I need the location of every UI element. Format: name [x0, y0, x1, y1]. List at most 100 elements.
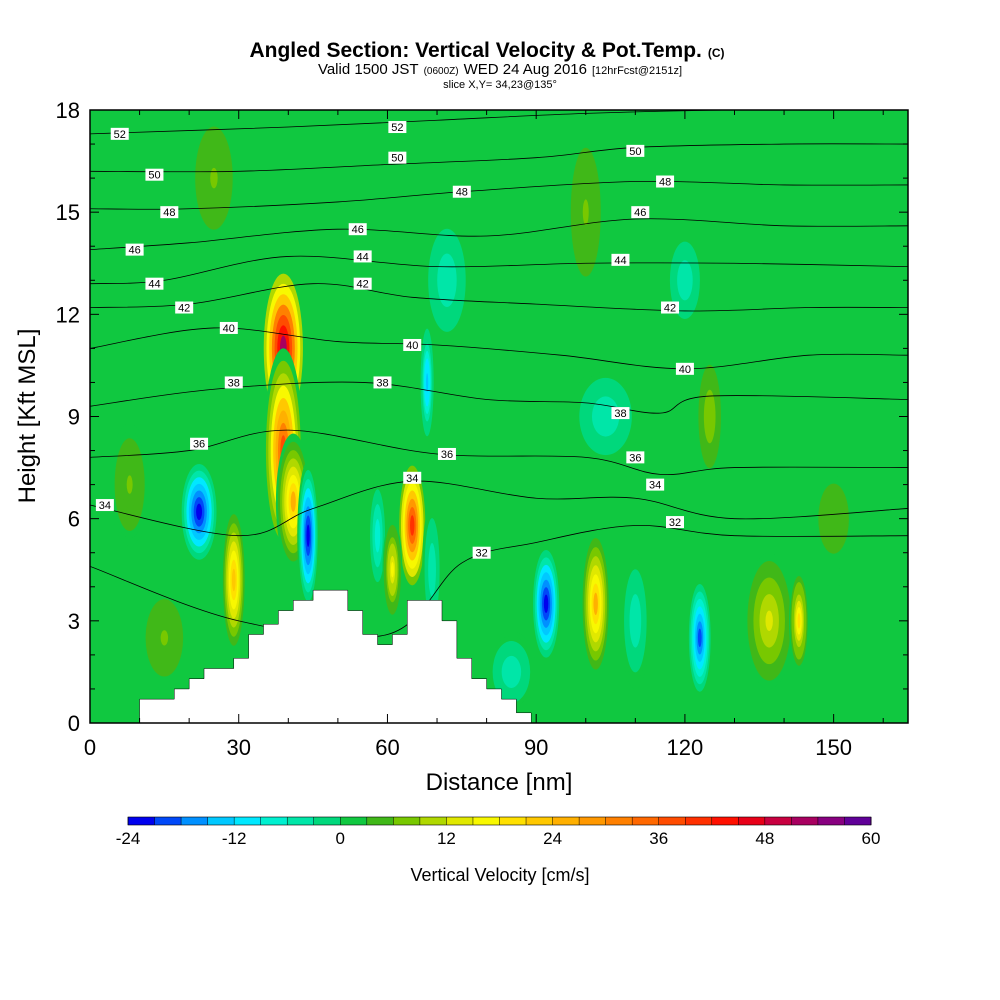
contour-label-text: 46 [352, 224, 364, 236]
y-axis-label: Height [Kft MSL] [14, 329, 41, 504]
colorbar-swatch [472, 817, 500, 825]
slice-info: slice X,Y= 34,23@135° [443, 79, 557, 91]
contour-label: 48 [656, 175, 675, 189]
contour-label-text: 44 [614, 255, 626, 267]
chart-title: Angled Section: Vertical Velocity & Pot.… [249, 39, 724, 62]
contour-label: 42 [353, 277, 372, 291]
velocity-cell [126, 475, 133, 494]
contour-label-bg [661, 301, 680, 314]
contour-label-text: 40 [679, 364, 691, 376]
contour-label-text: 48 [659, 177, 671, 189]
contour-label-text: 38 [614, 408, 626, 420]
y-tick-label: 15 [56, 200, 80, 225]
velocity-cell [376, 526, 380, 545]
contour-label-text: 34 [99, 500, 111, 512]
contour-label-text: 34 [406, 473, 418, 485]
contour-label-text: 50 [148, 170, 160, 182]
contour-label-bg [219, 321, 238, 334]
contour-label-text: 32 [476, 548, 488, 560]
x-axis: 0 30 60 90 120 150 [84, 110, 884, 760]
colorbar-tick-label: 48 [755, 829, 774, 848]
contour-label: 36 [626, 451, 645, 464]
contour-label-text: 36 [441, 449, 453, 461]
contour-label-bg [110, 127, 129, 140]
contour-label: 50 [145, 168, 164, 182]
contour-label-bg [626, 451, 645, 464]
colorbar-swatch [658, 817, 686, 825]
theta-contour-48 [90, 180, 908, 210]
theta-contour-42 [90, 283, 908, 312]
x-tick-label: 30 [226, 735, 250, 760]
contour-label: 50 [388, 151, 407, 165]
contour-label-bg [472, 546, 491, 559]
contour-label-text: 34 [649, 480, 661, 492]
colorbar-tick-label: -24 [116, 829, 141, 848]
colorbar-swatch [526, 817, 554, 825]
contour-label-text: 38 [376, 377, 388, 389]
velocity-cell [160, 630, 169, 646]
contour-label-bg [160, 206, 179, 219]
y-tick-label: 9 [68, 405, 80, 430]
colorbar-tick-label: 12 [437, 829, 456, 848]
velocity-cell [829, 508, 839, 529]
colorbar-swatch [181, 817, 209, 825]
x-tick-label: 90 [524, 735, 548, 760]
velocity-cell [507, 665, 516, 679]
colorbar-swatch [419, 817, 447, 825]
title-unit: (C) [708, 46, 725, 60]
colorbar-swatch [287, 817, 315, 825]
velocity-cell [765, 610, 773, 632]
velocity-cell [697, 628, 702, 648]
contour-label: 50 [626, 144, 645, 158]
theta-contour-32 [90, 525, 908, 639]
velocity-cell [306, 524, 310, 547]
contour-label: 40 [675, 362, 694, 376]
contour-label: 36 [437, 447, 456, 461]
velocity-cell [593, 592, 598, 616]
y-tick-label: 3 [68, 609, 80, 634]
colorbar-tick-label: 0 [336, 829, 345, 848]
contour-label: 38 [611, 407, 630, 420]
velocity-cell [390, 562, 394, 578]
contour-label: 44 [611, 253, 630, 267]
theta-contour-50 [90, 143, 908, 173]
contour-label-bg [125, 243, 144, 256]
theta-contour-38 [90, 381, 908, 414]
velocity-cell [430, 559, 434, 580]
contour-label: 32 [665, 516, 684, 529]
velocity-cell [797, 613, 801, 629]
contour-label: 42 [175, 301, 194, 315]
colorbar-swatch [738, 817, 766, 825]
contour-label: 52 [388, 121, 407, 134]
contour-label: 52 [110, 127, 129, 141]
colorbar-swatch [313, 817, 341, 825]
velocity-cell [443, 270, 451, 291]
colorbar-swatch [234, 817, 262, 825]
contour-label-bg [224, 376, 243, 389]
colorbar-tick-label: 24 [543, 829, 562, 848]
y-tick-label: 6 [68, 507, 80, 532]
theta-contour-44 [90, 255, 908, 285]
y-tick-label: 12 [56, 302, 80, 327]
contour-label-bg [353, 250, 372, 263]
contour-label-text: 36 [629, 452, 641, 464]
contour-label: 34 [403, 471, 422, 485]
contour-label-text: 42 [357, 279, 369, 291]
contour-label-bg [145, 168, 164, 181]
colorbar-swatch [844, 817, 872, 825]
x-tick-label: 150 [815, 735, 852, 760]
velocity-cell [196, 503, 203, 521]
contour-label-text: 44 [148, 279, 160, 291]
contour-label-text: 48 [456, 187, 468, 199]
y-tick-label: 18 [56, 98, 80, 123]
theta-contours [90, 110, 908, 639]
x-tick-label: 60 [375, 735, 399, 760]
contour-label-text: 50 [391, 153, 403, 165]
contour-label-bg [175, 301, 194, 314]
contour-label-text: 50 [629, 146, 641, 158]
colorbar-tick-label: -12 [222, 829, 247, 848]
y-tick-label: 0 [68, 711, 80, 736]
colorbar-label: Vertical Velocity [cm/s] [410, 865, 589, 885]
velocity-cell [582, 199, 589, 225]
